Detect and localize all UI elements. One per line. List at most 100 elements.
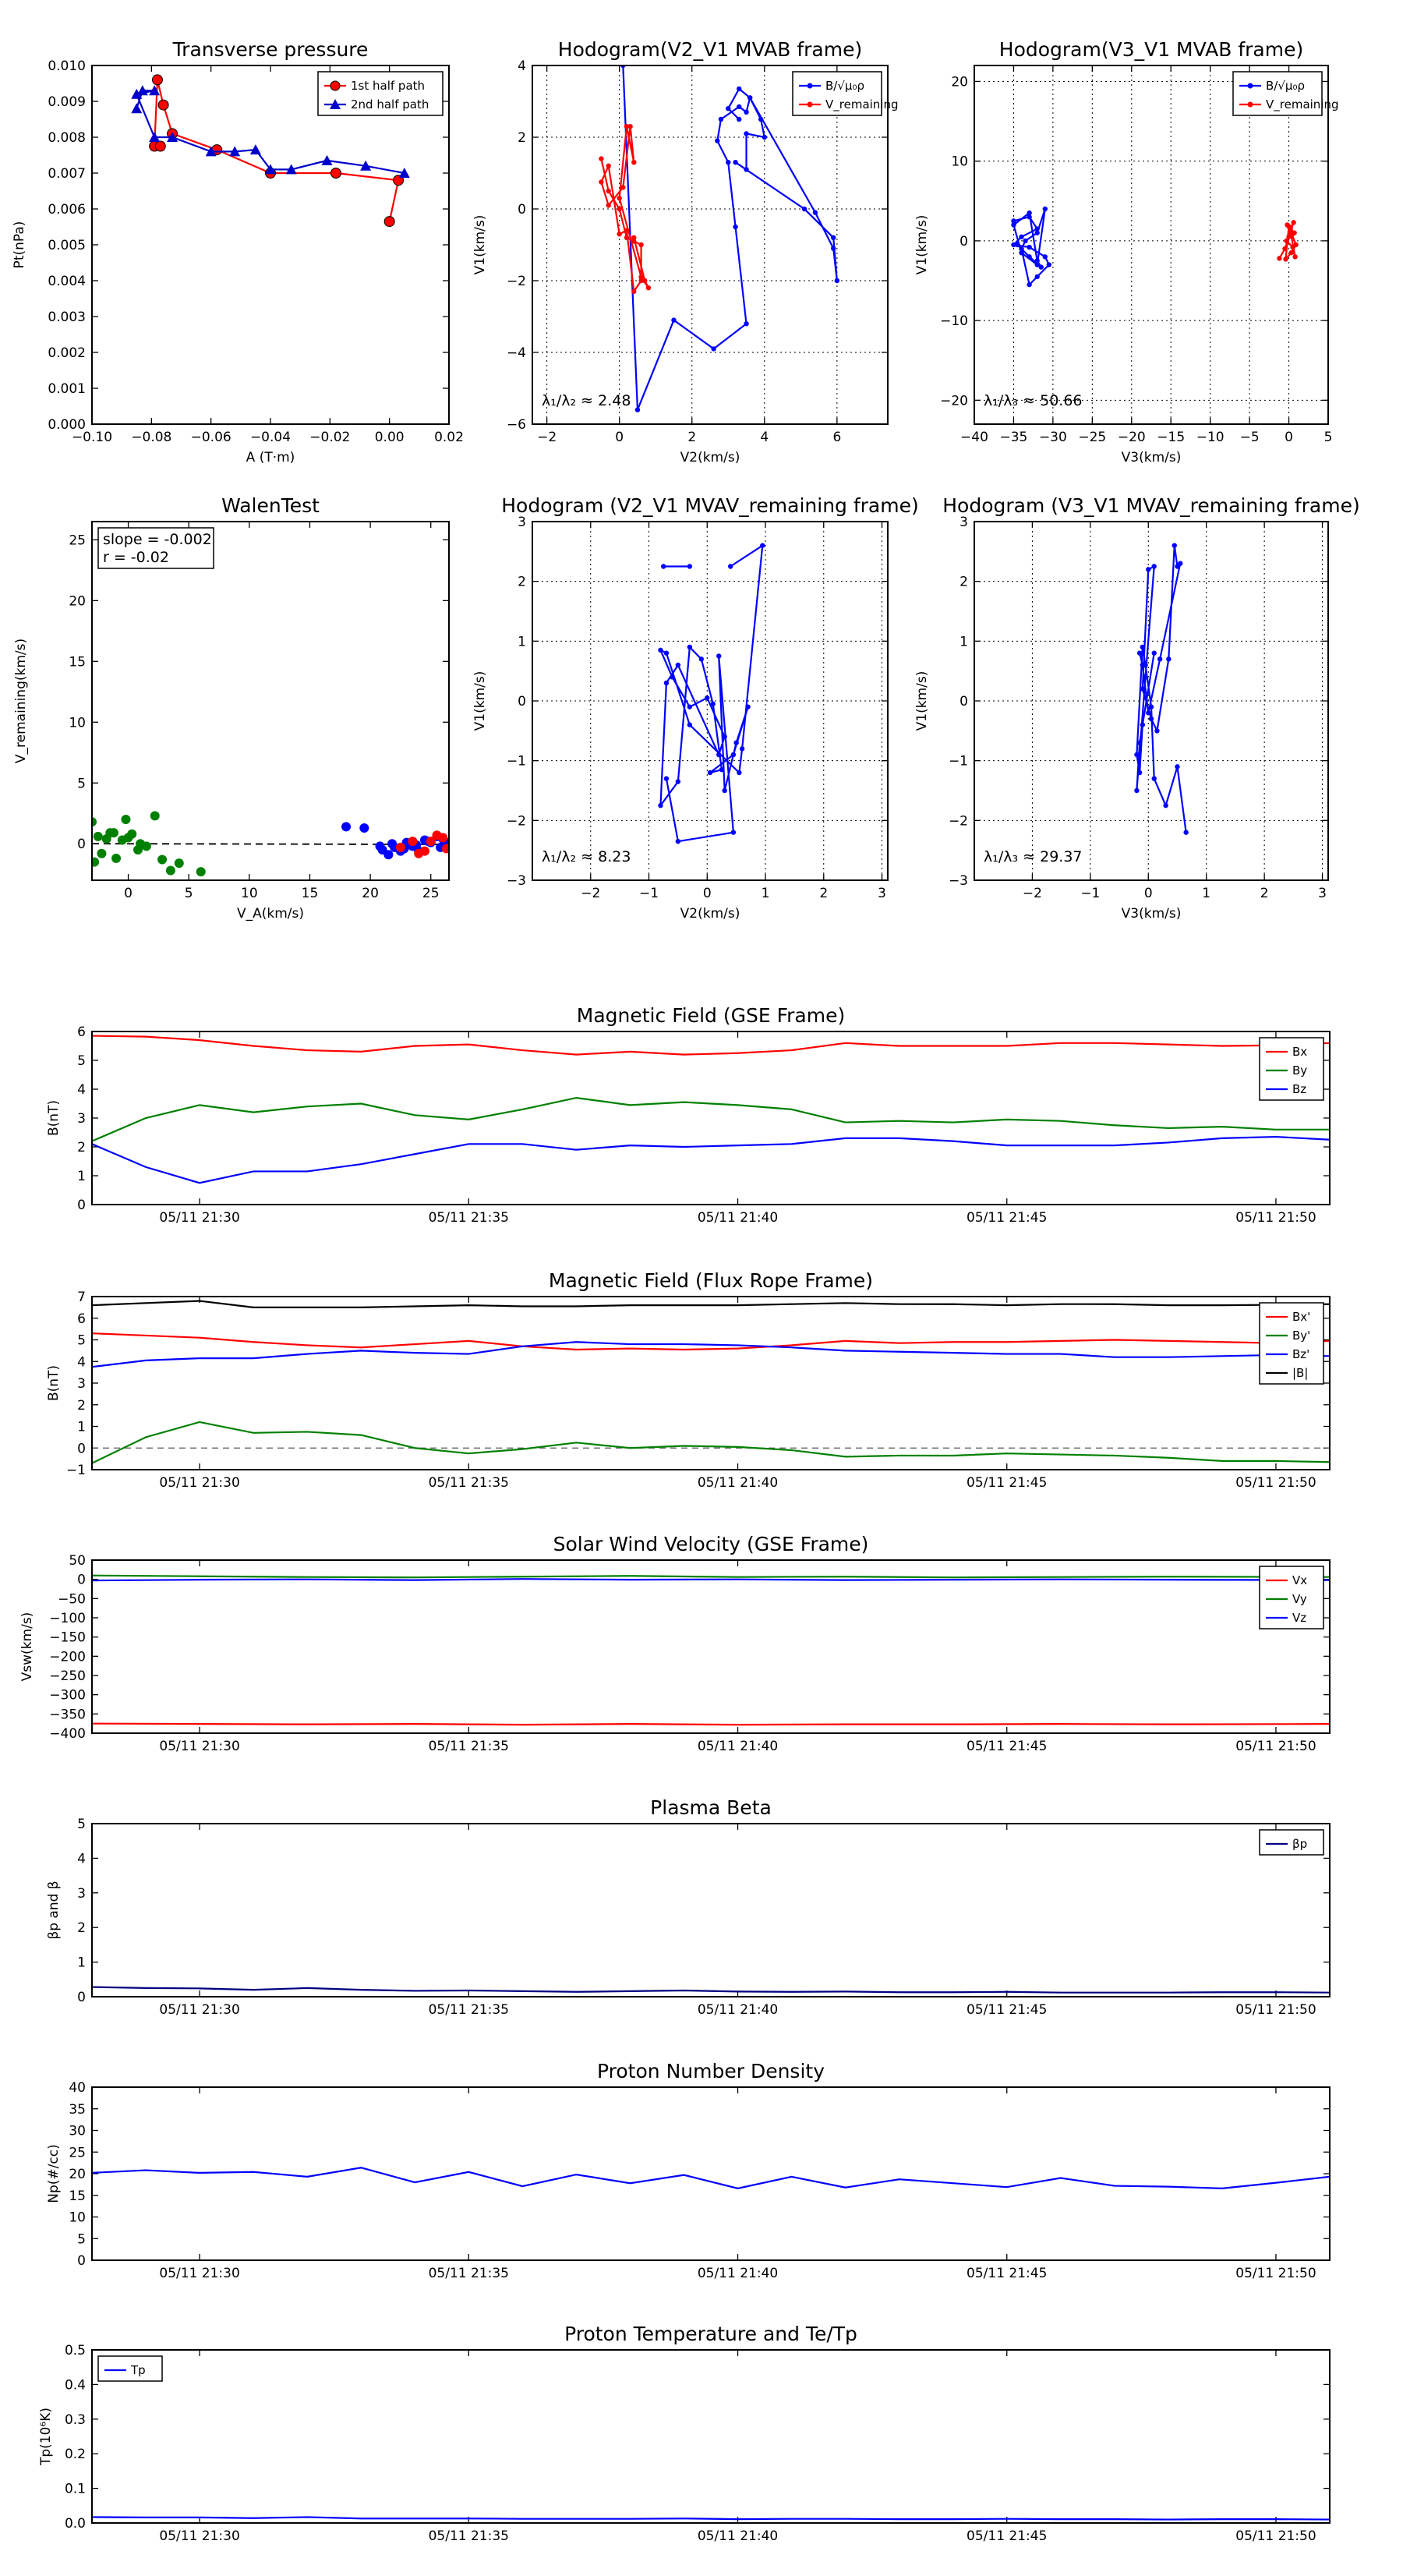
plot-area bbox=[92, 1300, 1330, 1464]
x-tick-label: 05/11 21:40 bbox=[698, 1210, 778, 1226]
y-tick-label: 0.004 bbox=[48, 274, 86, 289]
x-tick-label: 0 bbox=[1285, 430, 1293, 445]
data-point bbox=[1140, 644, 1146, 650]
y-axis-label: V1(km/s) bbox=[472, 671, 488, 731]
data-point bbox=[707, 770, 713, 776]
x-tick-label: −1 bbox=[639, 886, 659, 901]
y-axis-label: V1(km/s) bbox=[914, 671, 930, 731]
data-point bbox=[330, 168, 341, 179]
y-tick-label: 2 bbox=[959, 575, 968, 590]
data-point bbox=[1019, 250, 1024, 256]
chart-title: Proton Temperature and Te/Tp bbox=[564, 2323, 857, 2345]
y-tick-label: 3 bbox=[518, 515, 526, 530]
x-tick-label: 05/11 21:45 bbox=[967, 2002, 1047, 2018]
x-axis-label: A (T·m) bbox=[246, 450, 295, 465]
x-tick-label: 0.02 bbox=[434, 430, 464, 445]
x-tick-label: 05/11 21:30 bbox=[159, 2266, 239, 2281]
data-point bbox=[383, 850, 394, 860]
data-point bbox=[1140, 662, 1146, 668]
y-tick-label: −1 bbox=[66, 1463, 86, 1478]
data-point bbox=[1134, 787, 1140, 794]
data-point bbox=[1015, 242, 1020, 248]
data-point bbox=[1183, 830, 1189, 835]
y-tick-label: 0.008 bbox=[48, 130, 86, 146]
x-tick-label: 20 bbox=[362, 886, 379, 901]
x-axis-label: V_A(km/s) bbox=[237, 906, 304, 922]
chart-title: Plasma Beta bbox=[650, 1796, 772, 1819]
legend-box bbox=[1259, 1566, 1324, 1629]
lambda-annotation: λ₁/λ₂ ≈ 2.48 bbox=[542, 392, 631, 409]
plot-area bbox=[1011, 206, 1299, 288]
data-point bbox=[1293, 242, 1299, 248]
legend-label: B/√μ₀ρ bbox=[825, 79, 864, 93]
axes-frame bbox=[91, 1296, 1331, 1470]
y-tick-label: 0.009 bbox=[48, 94, 86, 110]
legend-label: B/√μ₀ρ bbox=[1266, 79, 1305, 93]
data-point bbox=[196, 867, 206, 877]
data-point bbox=[108, 828, 118, 838]
legend-label: βp bbox=[1292, 1837, 1307, 1851]
data-point bbox=[1136, 740, 1143, 745]
chart-title: Proton Number Density bbox=[597, 2060, 825, 2082]
x-tick-label: −15 bbox=[1157, 430, 1185, 445]
data-point bbox=[1146, 567, 1151, 572]
data-point bbox=[1034, 258, 1040, 264]
chart-title: Magnetic Field (GSE Frame) bbox=[577, 1004, 845, 1027]
x-tick-label: 05/11 21:45 bbox=[967, 1475, 1047, 1491]
y-tick-label: 30 bbox=[69, 2124, 86, 2139]
chart-title: Magnetic Field (Flux Rope Frame) bbox=[549, 1269, 873, 1292]
y-tick-label: −10 bbox=[940, 313, 968, 329]
legend-label: Bx bbox=[1292, 1045, 1307, 1059]
series-line-1st half path bbox=[153, 80, 400, 222]
series-line-Tp bbox=[92, 2516, 1330, 2521]
legend-label: Vy bbox=[1292, 1592, 1307, 1606]
y-tick-label: 0 bbox=[518, 694, 526, 709]
panel-tp: −0.10 −0.08 −0.06 −0.04 −0.02 0.00 0.02 0.000 0.… bbox=[12, 38, 464, 465]
y-tick-label: 20 bbox=[69, 593, 86, 609]
plot-area bbox=[92, 2167, 1330, 2189]
y-tick-label: 3 bbox=[77, 1376, 86, 1392]
data-point bbox=[716, 653, 722, 659]
data-point bbox=[1178, 561, 1183, 566]
y-tick-label: 20 bbox=[69, 2167, 86, 2182]
data-point bbox=[687, 722, 693, 727]
data-point bbox=[150, 811, 160, 821]
y-tick-label: −1 bbox=[949, 754, 968, 770]
data-point bbox=[599, 179, 604, 185]
y-axis-label: Tp(10⁶K) bbox=[38, 2408, 54, 2466]
legend-marker bbox=[330, 80, 341, 91]
data-point bbox=[631, 239, 637, 244]
y-tick-label: 1 bbox=[77, 1420, 86, 1435]
y-tick-label: 0 bbox=[77, 837, 86, 852]
annotation-line: r = -0.02 bbox=[103, 549, 169, 566]
y-tick-label: 5 bbox=[77, 776, 86, 791]
x-tick-label: −20 bbox=[1118, 430, 1146, 445]
x-tick-label: 05/11 21:35 bbox=[429, 1210, 509, 1226]
y-axis-label: V_remaining(km/s) bbox=[13, 639, 29, 763]
data-point bbox=[419, 846, 429, 856]
panel-tpr: 05/11 21:30 05/11 21:35 05/11 21:40 05/11 2… bbox=[38, 2323, 1331, 2544]
x-tick-label: 05/11 21:40 bbox=[698, 1475, 778, 1491]
y-tick-label: −4 bbox=[507, 345, 526, 361]
data-point bbox=[1151, 650, 1157, 656]
y-tick-label: 0 bbox=[959, 234, 968, 249]
data-point bbox=[1166, 656, 1172, 662]
data-point bbox=[1042, 254, 1048, 260]
data-point bbox=[321, 154, 333, 165]
x-tick-label: 05/11 21:30 bbox=[159, 2528, 239, 2544]
data-point bbox=[719, 766, 725, 773]
data-point bbox=[441, 844, 449, 854]
x-tick-label: 1 bbox=[762, 886, 770, 901]
data-point bbox=[1019, 246, 1024, 252]
data-point bbox=[758, 116, 764, 122]
legend-label: 1st half path bbox=[351, 79, 425, 93]
data-point bbox=[671, 317, 677, 323]
data-point bbox=[1027, 244, 1032, 250]
data-point bbox=[606, 203, 611, 208]
data-point bbox=[617, 206, 622, 212]
x-tick-label: −0.02 bbox=[309, 430, 350, 445]
data-point bbox=[733, 740, 739, 745]
x-tick-label: 05/11 21:40 bbox=[698, 1739, 778, 1754]
legend-marker bbox=[330, 99, 341, 109]
data-point bbox=[663, 776, 670, 781]
